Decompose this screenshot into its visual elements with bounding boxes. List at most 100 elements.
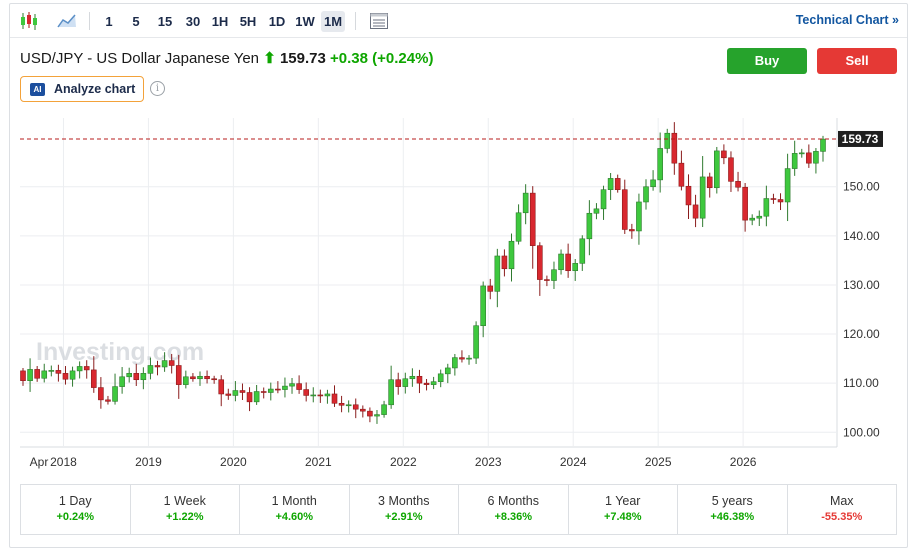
candle-body bbox=[749, 217, 756, 221]
chart-widget: 1 5 15 30 1H 5H 1D 1W 1M Technical Chart… bbox=[9, 3, 908, 548]
candle-body bbox=[161, 360, 168, 368]
performance-cell[interactable]: 1 Day +0.24% bbox=[21, 485, 131, 534]
candle-body bbox=[756, 215, 763, 219]
candle-body bbox=[537, 245, 543, 280]
area-chart-icon[interactable] bbox=[56, 10, 78, 32]
performance-value: +7.48% bbox=[603, 511, 642, 523]
candle-body bbox=[190, 376, 196, 380]
candle-body bbox=[629, 229, 635, 232]
x-tick-label: 2026 bbox=[730, 455, 757, 469]
timeframe-1d[interactable]: 1D bbox=[268, 14, 286, 29]
timeframe-30[interactable]: 30 bbox=[185, 14, 201, 29]
timeframe-1[interactable]: 1 bbox=[105, 14, 113, 29]
x-tick-label: 2025 bbox=[645, 455, 672, 469]
y-tick-label: 110.00 bbox=[843, 376, 879, 390]
candle-body bbox=[48, 370, 55, 372]
candle-body bbox=[147, 365, 154, 374]
candle-body bbox=[565, 253, 571, 272]
candle-body bbox=[76, 366, 83, 372]
performance-cell[interactable]: 1 Year +7.48% bbox=[569, 485, 678, 534]
y-tick-label: 120.00 bbox=[843, 327, 880, 341]
candle-body bbox=[657, 148, 663, 181]
candle-body bbox=[515, 212, 522, 242]
candle-body bbox=[452, 357, 458, 369]
candle-body bbox=[650, 179, 656, 188]
candle-body bbox=[275, 388, 281, 391]
candlestick-icon[interactable] bbox=[18, 10, 40, 32]
y-tick-label: 130.00 bbox=[843, 278, 880, 292]
chart-toolbar: 1 5 15 30 1H 5H 1D 1W 1M Technical Chart… bbox=[10, 4, 907, 38]
candle-body bbox=[289, 383, 295, 387]
candle-body bbox=[62, 373, 69, 380]
candle-body bbox=[678, 162, 685, 187]
timeframe-15[interactable]: 15 bbox=[157, 14, 173, 29]
performance-cell[interactable]: 3 Months +2.91% bbox=[350, 485, 459, 534]
performance-cell[interactable]: 1 Month +4.60% bbox=[240, 485, 350, 534]
candle-body bbox=[459, 357, 465, 360]
candle-body bbox=[529, 192, 536, 246]
candle-body bbox=[324, 393, 331, 397]
timeframe-5h[interactable]: 5H bbox=[239, 14, 257, 29]
candle-body bbox=[246, 392, 253, 403]
candle-body bbox=[572, 263, 579, 272]
timeframe-1m[interactable]: 1M bbox=[321, 11, 345, 32]
performance-cell[interactable]: Max -55.35% bbox=[788, 485, 897, 534]
candle-body bbox=[621, 189, 628, 230]
candle-body bbox=[303, 389, 309, 396]
candle-body bbox=[105, 399, 111, 402]
candle-body bbox=[508, 240, 515, 270]
info-icon[interactable]: i bbox=[150, 81, 165, 96]
buy-button[interactable]: Buy bbox=[727, 48, 807, 74]
sell-button[interactable]: Sell bbox=[817, 48, 897, 74]
performance-period: 1 Week bbox=[163, 494, 206, 508]
price-change: +0.38 bbox=[330, 50, 368, 67]
last-price: 159.73 bbox=[279, 50, 326, 67]
performance-period: Max bbox=[829, 494, 854, 508]
performance-cell[interactable]: 5 years +46.38% bbox=[678, 485, 788, 534]
candle-body bbox=[360, 408, 366, 412]
candle-body bbox=[763, 198, 770, 217]
candle-body bbox=[197, 375, 203, 380]
timeframe-5[interactable]: 5 bbox=[132, 14, 140, 29]
candle-body bbox=[551, 269, 557, 281]
candle-body bbox=[437, 373, 444, 382]
candle-body bbox=[416, 375, 423, 384]
candle-body bbox=[140, 373, 147, 381]
candle-body bbox=[699, 176, 706, 219]
instrument-name: USD/JPY - US Dollar Japanese Yen bbox=[20, 50, 260, 67]
candle-body bbox=[225, 393, 232, 396]
candle-body bbox=[671, 132, 678, 164]
candle-body bbox=[714, 150, 720, 189]
candle-body bbox=[352, 404, 359, 410]
candle-body bbox=[791, 153, 798, 169]
investing-watermark: Investing.com bbox=[36, 338, 204, 366]
performance-cell[interactable]: 1 Week +1.22% bbox=[131, 485, 240, 534]
candle-body bbox=[83, 366, 90, 371]
y-tick-label: 140.00 bbox=[843, 229, 880, 243]
candle-body bbox=[154, 365, 161, 368]
timeframe-1h[interactable]: 1H bbox=[211, 14, 229, 29]
candle-body bbox=[331, 393, 338, 404]
timeframe-1w[interactable]: 1W bbox=[295, 14, 315, 29]
performance-value: +0.24% bbox=[56, 511, 95, 523]
settings-panel-icon[interactable] bbox=[368, 10, 390, 32]
performance-period: 5 years bbox=[711, 494, 753, 508]
candle-body bbox=[374, 414, 380, 417]
performance-cell[interactable]: 6 Months +8.36% bbox=[459, 485, 569, 534]
candle-body bbox=[388, 379, 394, 406]
technical-chart-link[interactable]: Technical Chart » bbox=[795, 13, 899, 27]
candle-body bbox=[423, 382, 430, 385]
performance-value: +46.38% bbox=[710, 511, 755, 523]
candle-body bbox=[487, 285, 494, 292]
performance-strip: 1 Day +0.24% 1 Week +1.22% 1 Month +4.60% 3 Mo… bbox=[20, 484, 897, 535]
y-tick-label: 150.00 bbox=[843, 180, 880, 194]
candle-body bbox=[69, 370, 76, 380]
candle-body bbox=[232, 390, 239, 396]
ai-badge-icon: AI bbox=[30, 83, 45, 96]
candle-body bbox=[239, 390, 246, 393]
x-tick-label: 2023 bbox=[475, 455, 502, 469]
analyze-chart-button[interactable]: AI Analyze chart bbox=[20, 76, 144, 102]
performance-value: +1.22% bbox=[165, 511, 204, 523]
x-tick-label: 2019 bbox=[135, 455, 162, 469]
